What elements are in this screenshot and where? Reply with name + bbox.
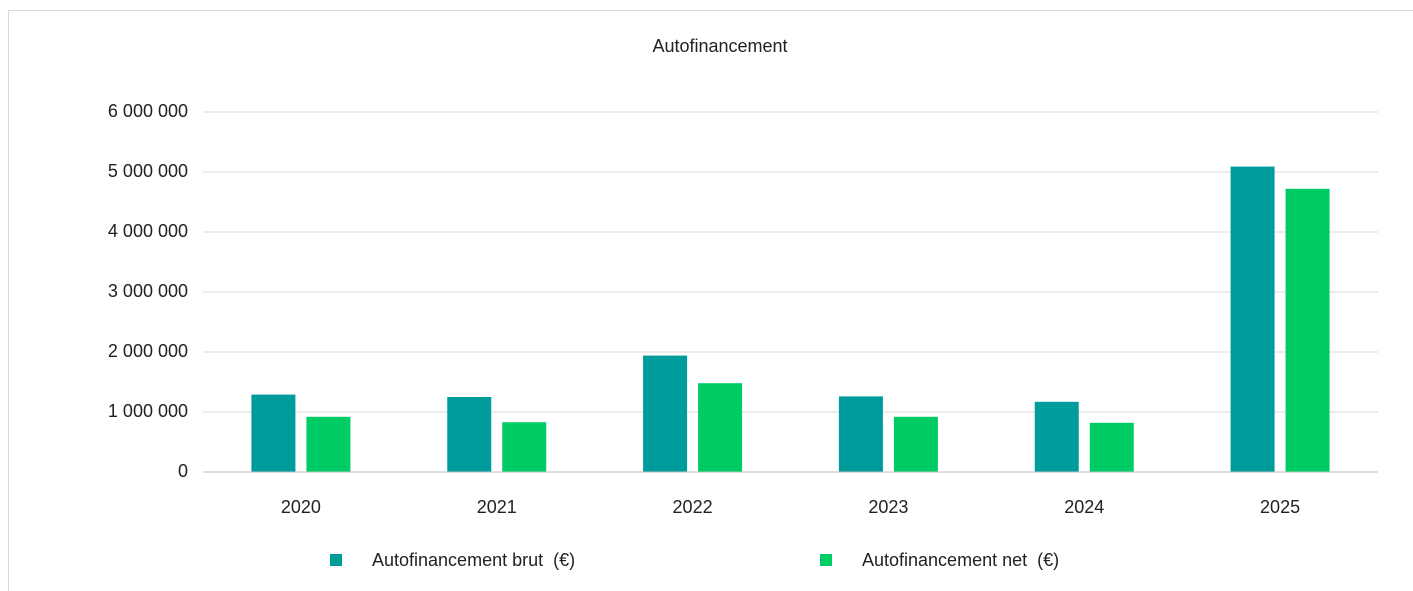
bar xyxy=(1285,188,1330,473)
y-tick-label: 2 000 000 xyxy=(108,341,188,361)
x-tick-label: 2024 xyxy=(1064,497,1104,517)
bar xyxy=(838,396,883,472)
y-tick-label: 1 000 000 xyxy=(108,401,188,421)
bar xyxy=(251,394,296,472)
bar xyxy=(643,355,688,472)
x-tick-label: 2022 xyxy=(673,497,713,517)
chart-frame xyxy=(8,10,1413,591)
bar xyxy=(698,383,743,472)
bar xyxy=(1034,401,1079,472)
y-tick-label: 0 xyxy=(178,461,188,481)
y-tick-label: 4 000 000 xyxy=(108,221,188,241)
chart-title: Autofinancement xyxy=(652,36,787,56)
x-tick-label: 2025 xyxy=(1260,497,1300,517)
bar xyxy=(447,397,492,472)
x-tick-label: 2023 xyxy=(868,497,908,517)
bar xyxy=(893,416,938,472)
y-tick-label: 5 000 000 xyxy=(108,161,188,181)
bar xyxy=(1230,166,1275,472)
bar xyxy=(1089,422,1134,472)
legend-label: Autofinancement brut (€) xyxy=(372,550,575,570)
y-tick-label: 6 000 000 xyxy=(108,101,188,121)
bar xyxy=(306,416,351,472)
legend-label: Autofinancement net (€) xyxy=(862,550,1059,570)
bar xyxy=(502,422,547,472)
legend-swatch xyxy=(820,554,832,566)
x-tick-label: 2020 xyxy=(281,497,321,517)
legend-swatch xyxy=(330,554,342,566)
y-tick-label: 3 000 000 xyxy=(108,281,188,301)
x-tick-label: 2021 xyxy=(477,497,517,517)
